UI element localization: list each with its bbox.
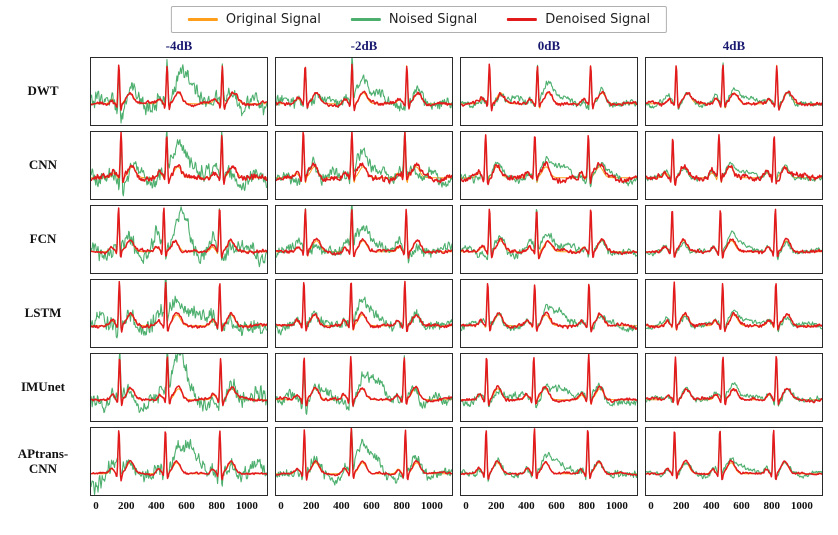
x-tick-label: 0 [648, 500, 654, 512]
x-tick-label: 0 [93, 500, 99, 512]
x-tick-label: 600 [548, 500, 565, 512]
ecg-panel-IMUnet--2dB [275, 353, 453, 422]
legend-item-original: Original Signal [187, 12, 321, 27]
ecg-panel-CNN--2dB [275, 131, 453, 200]
ecg-panel-IMUnet-4dB [645, 353, 823, 422]
ecg-panel-APtrans-CNN--2dB [275, 427, 453, 496]
legend-label-denoised: Denoised Signal [545, 12, 651, 27]
ecg-panel-IMUnet--4dB [90, 353, 268, 422]
legend: Original Signal Noised Signal Denoised S… [170, 6, 668, 33]
row-label-lstm: LSTM [24, 305, 62, 321]
ecg-panel-FCN-4dB [645, 205, 823, 274]
x-tick-label: 800 [393, 500, 410, 512]
row-label-cnn: CNN [28, 157, 58, 173]
ecg-panel-DWT--2dB [275, 57, 453, 126]
legend-label-original: Original Signal [225, 12, 321, 27]
legend-label-noised: Noised Signal [388, 12, 478, 27]
row-label-dwt: DWT [27, 83, 59, 99]
x-tick-label: 0 [463, 500, 469, 512]
column-header-snr-0db: 0dB [537, 38, 561, 53]
x-tick-label: 1000 [420, 500, 443, 512]
legend-item-noised: Noised Signal [350, 12, 478, 27]
x-tick-label: 800 [208, 500, 225, 512]
x-tick-label: 600 [178, 500, 195, 512]
ecg-panel-CNN-4dB [645, 131, 823, 200]
x-tick-label: 800 [763, 500, 780, 512]
ecg-panel-DWT--4dB [90, 57, 268, 126]
x-tick-label: 400 [333, 500, 350, 512]
ecg-panel-DWT-4dB [645, 57, 823, 126]
ecg-panel-LSTM-4dB [645, 279, 823, 348]
ecg-panel-LSTM--2dB [275, 279, 453, 348]
x-tick-label: 600 [733, 500, 750, 512]
x-tick-label: 200 [117, 500, 135, 512]
noised-line-swatch [350, 18, 381, 21]
column-header-snr-4db: 4dB [722, 38, 746, 53]
x-tick-label: 1000 [605, 500, 628, 512]
x-tick-label: 1000 [790, 500, 813, 512]
ecg-panel-FCN-0dB [460, 205, 638, 274]
ecg-panel-IMUnet-0dB [460, 353, 638, 422]
x-tick-label: 200 [672, 500, 690, 512]
column-header-snr-minus4db: -4dB [165, 38, 193, 53]
ecg-panel-APtrans-CNN--4dB [90, 427, 268, 496]
denoised-line-swatch [507, 18, 538, 21]
legend-item-denoised: Denoised Signal [507, 12, 650, 27]
x-tick-label: 200 [487, 500, 505, 512]
ecg-panel-APtrans-CNN-0dB [460, 427, 638, 496]
x-tick-label: 400 [148, 500, 165, 512]
row-label-aptrans-cnn: APtrans-CNN [17, 445, 69, 476]
x-tick-label: 0 [278, 500, 284, 512]
x-tick-label: 400 [703, 500, 720, 512]
ecg-panel-LSTM-0dB [460, 279, 638, 348]
ecg-panel-LSTM--4dB [90, 279, 268, 348]
ecg-panel-APtrans-CNN-4dB [645, 427, 823, 496]
column-header-snr-minus2db: -2dB [350, 38, 378, 53]
x-tick-label: 800 [578, 500, 595, 512]
x-tick-label: 200 [302, 500, 320, 512]
ecg-panel-CNN--4dB [90, 131, 268, 200]
row-label-imunet: IMUnet [20, 379, 66, 395]
original-line-swatch [187, 18, 218, 21]
row-label-fcn: FCN [29, 231, 57, 247]
ecg-panel-DWT-0dB [460, 57, 638, 126]
x-tick-label: 1000 [235, 500, 258, 512]
x-tick-label: 600 [363, 500, 380, 512]
x-tick-label: 400 [518, 500, 535, 512]
ecg-panel-FCN--2dB [275, 205, 453, 274]
ecg-panel-FCN--4dB [90, 205, 268, 274]
ecg-panel-CNN-0dB [460, 131, 638, 200]
